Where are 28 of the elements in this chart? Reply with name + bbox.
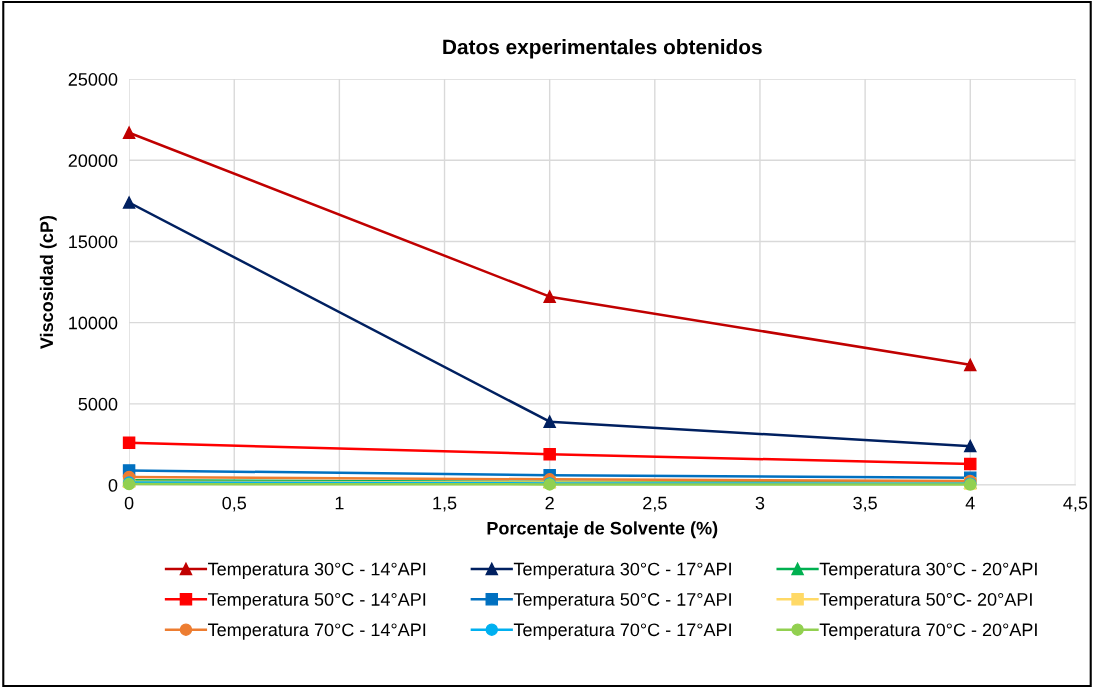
legend-label: Temperatura 30°C - 14°API	[208, 562, 426, 580]
x-tick-label: 3,5	[853, 496, 877, 512]
legend-label: Temperatura 50°C- 20°API	[819, 593, 1032, 610]
legend-label: Temperatura 70°C - 17°API	[513, 623, 731, 640]
x-tick-label: 4,5	[1063, 496, 1088, 512]
y-tick-label: 15000	[69, 235, 118, 249]
y-tick-label: 0	[108, 478, 118, 492]
legend-label: Temperatura 50°C - 14°API	[208, 593, 426, 610]
legend-label: Temperatura 70°C - 14°API	[208, 623, 426, 640]
y-tick-label: 20000	[68, 154, 118, 168]
legend-label: Temperatura 50°C - 17°API	[513, 593, 731, 610]
x-tick-label: 0	[124, 496, 134, 510]
legend-label: Temperatura 70°C - 20°API	[819, 623, 1037, 640]
x-axis-title: Porcentaje de Solvente (%)	[487, 521, 718, 539]
x-tick-label: 2	[545, 496, 554, 510]
x-tick-label: 1	[335, 496, 344, 510]
y-tick-label: 10000	[69, 316, 118, 330]
chart-title: Datos experimentales obtenidos	[443, 39, 762, 59]
legend-label: Temperatura 30°C - 17°API	[513, 562, 731, 580]
x-tick-label: 4	[965, 496, 975, 510]
x-tick-label: 0,5	[222, 496, 247, 512]
y-axis-title: Viscosidad (cP)	[39, 215, 57, 350]
x-tick-label: 1,5	[433, 496, 457, 512]
y-tick-label: 5000	[78, 397, 118, 411]
x-tick-label: 3	[755, 496, 765, 510]
x-tick-label: 2,5	[643, 496, 667, 512]
legend-label: Temperatura 30°C - 20°API	[819, 562, 1037, 580]
y-tick-label: 25000	[68, 73, 118, 86]
